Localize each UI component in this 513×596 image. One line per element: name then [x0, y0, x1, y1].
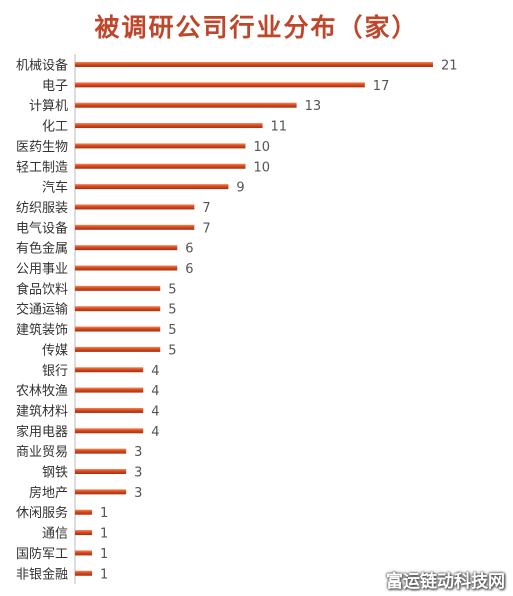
bar: [75, 367, 144, 373]
chart-title: 被调研公司行业分布（家）: [94, 13, 419, 42]
watermark-text: 富运链动科技网: [386, 572, 505, 592]
bar: [75, 550, 93, 556]
category-label: 农林牧渔: [16, 384, 68, 399]
bar: [75, 204, 195, 210]
data-label: 3: [134, 486, 142, 501]
bar: [75, 469, 127, 474]
category-label: 医药生物: [16, 140, 68, 155]
bar: [75, 448, 127, 454]
bar: [75, 224, 195, 230]
bar: [75, 346, 161, 352]
category-label: 公用事业: [16, 262, 68, 277]
data-label: 4: [151, 425, 159, 440]
bar: [75, 82, 365, 88]
category-label: 交通运输: [16, 302, 68, 318]
data-label: 9: [236, 181, 244, 196]
data-label: 7: [202, 201, 210, 216]
data-label: 5: [168, 282, 176, 297]
data-label: 5: [168, 303, 176, 318]
bar: [75, 123, 263, 129]
data-label: 6: [185, 242, 193, 257]
category-label: 建筑材料: [16, 403, 68, 419]
bar: [75, 306, 161, 312]
data-label: 3: [134, 445, 142, 460]
data-label: 4: [151, 404, 159, 419]
data-label: 3: [134, 466, 142, 481]
data-label: 17: [373, 79, 390, 94]
bar: [75, 143, 246, 149]
bar: [75, 62, 433, 67]
data-label: 5: [168, 323, 176, 338]
category-label: 纺织服装: [16, 201, 68, 216]
category-label: 有色金属: [16, 241, 68, 257]
category-label: 通信: [42, 527, 68, 542]
bar: [75, 184, 229, 190]
category-label: 化工: [42, 120, 68, 135]
category-label: 商业贸易: [16, 445, 68, 460]
bar: [75, 285, 161, 291]
category-label: 汽车: [42, 180, 68, 196]
data-label: 4: [151, 384, 159, 399]
category-label: 家用电器: [16, 424, 68, 440]
bar: [75, 530, 93, 536]
bar: [75, 489, 127, 495]
data-label: 1: [100, 567, 108, 582]
data-label: 1: [100, 506, 108, 521]
category-label: 电子: [42, 79, 68, 94]
data-label: 7: [202, 221, 210, 236]
category-label: 国防军工: [16, 546, 68, 562]
data-label: 1: [100, 547, 108, 562]
data-label: 4: [151, 364, 159, 379]
bar: [75, 570, 93, 576]
data-label: 6: [185, 262, 193, 277]
data-label: 13: [305, 99, 322, 114]
data-label: 5: [168, 343, 176, 358]
category-label: 电气设备: [16, 220, 68, 236]
data-label: 21: [441, 59, 458, 74]
bar: [75, 428, 144, 434]
data-label: 11: [271, 120, 288, 135]
bar: [75, 265, 178, 271]
category-label: 非银金融: [16, 566, 68, 582]
category-label: 建筑装饰: [16, 322, 68, 338]
category-label: 钢铁: [42, 466, 68, 481]
bar: [75, 509, 93, 515]
category-label: 计算机: [29, 99, 68, 114]
bar: [75, 326, 161, 332]
bar: [75, 407, 144, 413]
category-label: 房地产: [29, 485, 68, 501]
category-label: 休闲服务: [16, 505, 68, 521]
data-label: 10: [253, 160, 270, 175]
data-label: 1: [100, 527, 108, 542]
category-label: 轻工制造: [16, 160, 68, 175]
bar: [75, 163, 246, 169]
category-label: 机械设备: [16, 58, 68, 74]
category-label: 传媒: [42, 343, 68, 358]
category-label: 食品饮料: [16, 281, 68, 297]
data-label: 10: [253, 140, 270, 155]
category-label: 银行: [42, 364, 68, 379]
bar: [75, 245, 178, 251]
bar: [75, 387, 144, 393]
bar: [75, 102, 297, 108]
